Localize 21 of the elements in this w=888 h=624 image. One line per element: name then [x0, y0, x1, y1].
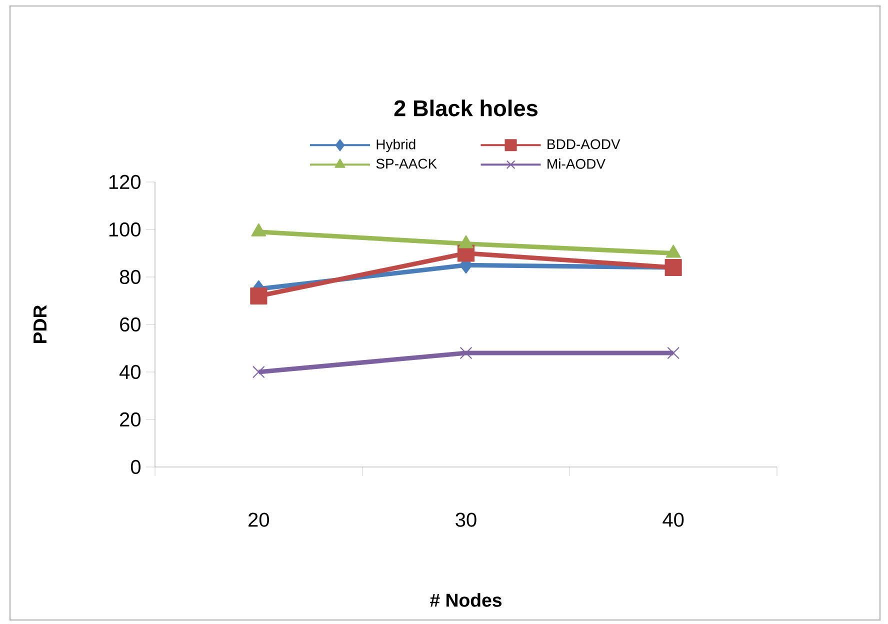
y-tick-label: 20: [120, 412, 140, 427]
y-tick-label: 120: [109, 174, 140, 190]
x-axis-title: # Nodes: [430, 593, 502, 607]
y-tick-label: 40: [120, 364, 140, 380]
y-tick-label: 100: [109, 222, 140, 237]
legend-label: Mi-AODV: [548, 158, 606, 169]
point: [250, 287, 268, 305]
chart-title: 2 Black holes: [394, 100, 538, 116]
x-tick-label: 20: [248, 512, 269, 527]
y-axis-title: PDR: [34, 305, 46, 343]
y-tick-label: 60: [120, 317, 140, 332]
legend-label: SP-AACK: [376, 158, 437, 169]
legend-label: Hybrid: [376, 139, 416, 152]
y-tick-label: 80: [120, 270, 140, 284]
x-tick-label: 40: [662, 512, 684, 527]
y-tick-label: 0: [130, 460, 141, 474]
point: [460, 346, 472, 360]
point: [252, 366, 265, 378]
legend-label: BDD-AODV: [548, 139, 620, 150]
x-tick-label: 30: [456, 512, 476, 527]
point: [667, 346, 680, 360]
